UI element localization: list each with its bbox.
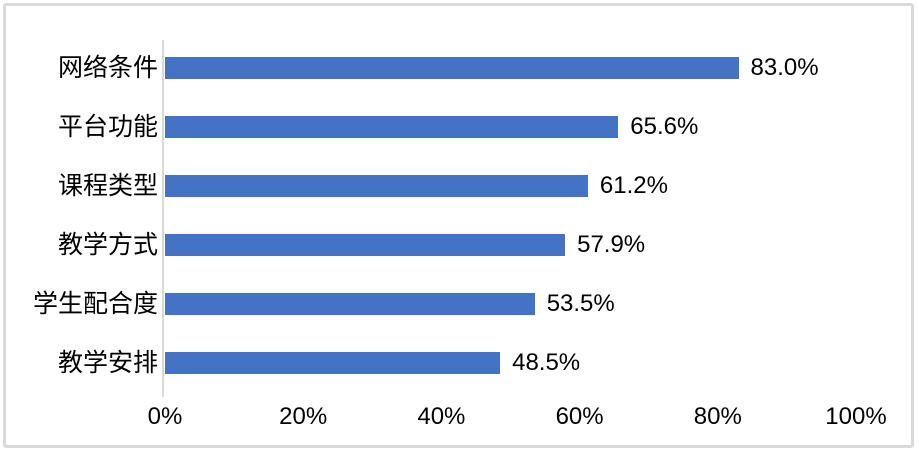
- x-axis-tick-label: 60%: [555, 403, 604, 430]
- value-label: 57.9%: [577, 231, 646, 258]
- value-label: 61.2%: [599, 172, 668, 199]
- category-label: 学生配合度: [32, 290, 158, 318]
- y-axis-line: [162, 40, 164, 397]
- category-label: 平台功能: [57, 113, 158, 141]
- x-axis-tick-label: 20%: [279, 403, 328, 430]
- bar: [165, 293, 535, 315]
- value-label: 53.5%: [546, 290, 615, 317]
- bar: [165, 57, 739, 79]
- bar: [165, 116, 619, 138]
- x-axis-tick-label: 0%: [147, 403, 183, 430]
- category-label: 网络条件: [57, 54, 158, 82]
- x-axis-tick-label: 80%: [693, 403, 742, 430]
- category-label: 课程类型: [57, 172, 158, 200]
- category-label: 教学安排: [57, 349, 158, 377]
- bar: [165, 175, 588, 197]
- value-label: 65.6%: [630, 113, 699, 140]
- category-label: 教学方式: [57, 231, 158, 259]
- x-axis-tick-label: 40%: [417, 403, 466, 430]
- x-axis-tick-label: 100%: [825, 403, 887, 430]
- bar: [165, 234, 566, 256]
- bar: [165, 352, 501, 374]
- value-label: 48.5%: [512, 349, 581, 376]
- value-label: 83.0%: [750, 54, 819, 81]
